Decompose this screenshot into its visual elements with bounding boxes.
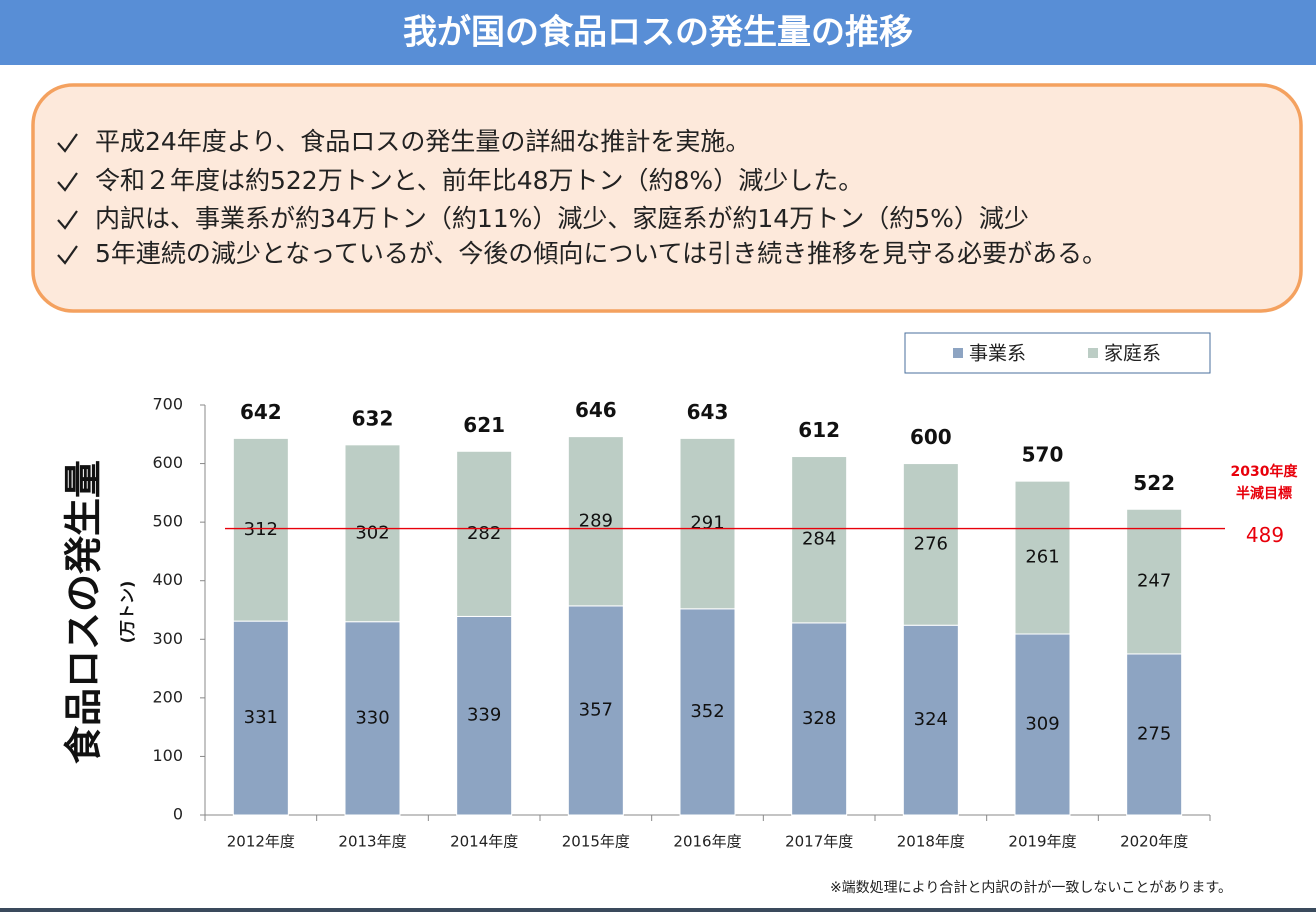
x-tick-label: 2015年度 (562, 833, 630, 851)
value-label: 302 (355, 522, 389, 543)
value-label: 291 (690, 513, 724, 534)
bar-segment (1014, 633, 1071, 816)
legend-swatch (953, 348, 963, 358)
value-label: 352 (690, 701, 724, 722)
bar-segment (456, 450, 513, 617)
value-label: 275 (1137, 723, 1171, 744)
check-mark (57, 133, 78, 153)
y-tick-label: 300 (152, 629, 183, 648)
x-tick-label: 2012年度 (227, 833, 295, 851)
y-tick-label: 100 (152, 746, 183, 765)
bullets: 平成24年度より、食品ロスの発生量の詳細な推計を実施。令和２年度は約522万トン… (57, 127, 1107, 268)
slide-title: 我が国の食品ロスの発生量の推移 (403, 13, 913, 53)
value-label: 282 (467, 523, 501, 544)
y-tick-label: 200 (152, 687, 183, 706)
total-label: 600 (910, 425, 952, 449)
y-tick-label: 500 (152, 512, 183, 531)
legend-label: 事業系 (969, 343, 1026, 365)
bullet-text: 内訳は、事業系が約34万トン（約11%）減少、家庭系が約14万トン（約5%）減少 (95, 204, 1029, 233)
y-tick-label: 400 (152, 570, 183, 589)
bar-segment (1126, 508, 1183, 655)
bar-segment (344, 621, 401, 816)
value-label: 331 (244, 707, 278, 728)
x-tick-label: 2017年度 (785, 833, 853, 851)
y-tick-label: 600 (152, 453, 183, 472)
y-axis-title: 食品ロスの発生量 (62, 460, 106, 764)
bar-segment (902, 624, 959, 816)
y-tick-label: 700 (152, 395, 183, 414)
bullet-text: 5年連続の減少となっているが、今後の傾向については引き続き推移を見守る必要がある… (95, 239, 1107, 268)
total-label: 621 (463, 413, 505, 437)
bar-segment (902, 463, 959, 626)
x-tick-label: 2016年度 (673, 833, 741, 851)
bar-segment (791, 456, 848, 624)
bottom-rule (0, 908, 1316, 912)
total-label: 570 (1022, 443, 1064, 467)
x-tick-label: 2020年度 (1120, 833, 1188, 851)
target-label: 半減目標 (1236, 485, 1292, 502)
total-label: 643 (687, 400, 729, 424)
legend-label: 家庭系 (1104, 343, 1161, 365)
total-label: 522 (1133, 471, 1175, 495)
value-label: 276 (914, 533, 948, 554)
bar-segment (232, 437, 289, 622)
footnote: ※端数処理により合計と内訳の計が一致しないことがあります。 (830, 880, 1232, 896)
bar-segment (791, 622, 848, 816)
value-label: 312 (244, 519, 278, 540)
check-mark (57, 172, 78, 192)
bar-segment (679, 608, 736, 816)
bar-segment (567, 605, 624, 816)
value-label: 309 (1025, 714, 1059, 735)
check-mark (57, 210, 78, 230)
x-tick-label: 2019年度 (1008, 833, 1076, 851)
value-label: 357 (579, 699, 613, 720)
bar-segment (232, 620, 289, 816)
target-value: 489 (1246, 523, 1284, 547)
value-label: 289 (579, 510, 613, 531)
bar-segment (679, 437, 736, 610)
value-label: 247 (1137, 571, 1171, 592)
value-label: 261 (1025, 547, 1059, 568)
y-axis-unit: (万トン) (118, 581, 137, 644)
legend-swatch (1088, 348, 1098, 358)
x-tick-label: 2014年度 (450, 833, 518, 851)
bullet-text: 平成24年度より、食品ロスの発生量の詳細な推計を実施。 (95, 127, 750, 156)
x-tick-label: 2013年度 (338, 833, 406, 851)
bar-segment (567, 436, 624, 607)
value-label: 324 (914, 709, 948, 730)
bar-segment (1014, 480, 1071, 635)
summary-box (31, 83, 1303, 313)
bar-segment (1126, 653, 1183, 816)
total-label: 632 (352, 406, 394, 430)
target-label: 2030年度 (1231, 463, 1299, 480)
check-mark (57, 245, 78, 265)
header-bar (0, 0, 1316, 65)
bar-segment (344, 444, 401, 623)
value-label: 328 (802, 708, 836, 729)
total-label: 646 (575, 398, 617, 422)
total-label: 642 (240, 400, 282, 424)
bullet-text: 令和２年度は約522万トンと、前年比48万トン（約8%）減少した。 (95, 166, 863, 195)
legend-box (904, 332, 1211, 374)
x-tick-label: 2018年度 (897, 833, 965, 851)
y-tick-label: 0 (173, 805, 183, 824)
value-label: 330 (355, 707, 389, 728)
value-label: 284 (802, 529, 836, 550)
value-label: 339 (467, 705, 501, 726)
total-label: 612 (798, 418, 840, 442)
chart: 0 100 200 300 400 500 600 700 2012年度 331 312 642 201… (62, 332, 1299, 851)
